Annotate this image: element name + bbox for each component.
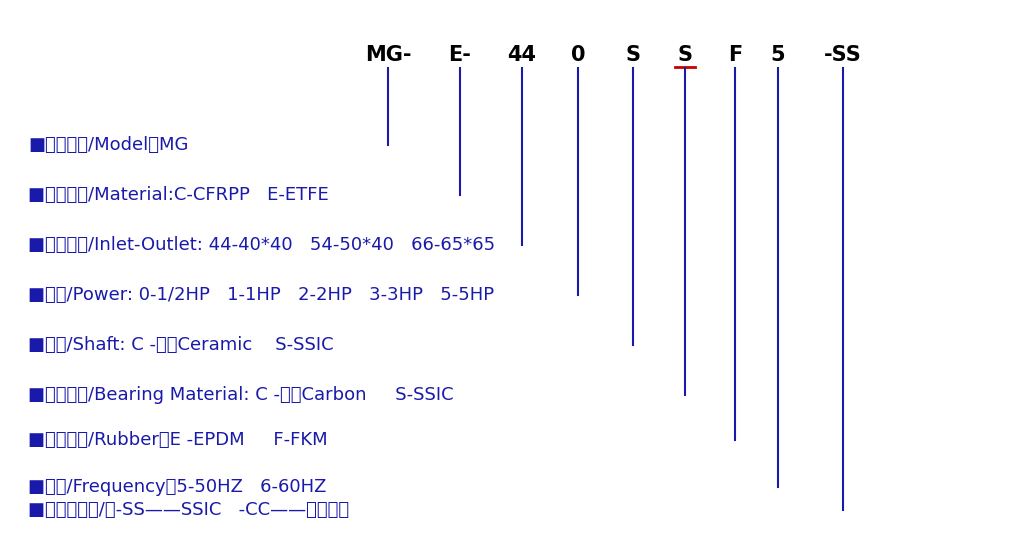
Text: ■频率/Frequency：5-50HZ   6-60HZ: ■频率/Frequency：5-50HZ 6-60HZ [28,478,326,496]
Text: ■功率/Power: 0-1/2HP   1-1HP   2-2HP   3-3HP   5-5HP: ■功率/Power: 0-1/2HP 1-1HP 2-2HP 3-3HP 5-5… [28,286,494,304]
Text: ■泵体材质/Material:C-CFRPP   E-ETFE: ■泵体材质/Material:C-CFRPP E-ETFE [28,186,328,204]
Text: 5: 5 [771,45,786,65]
Text: ■轴承材质/Bearing Material: C -碳素Carbon     S-SSIC: ■轴承材质/Bearing Material: C -碳素Carbon S-SS… [28,386,453,404]
Text: F: F [728,45,742,65]
Text: ■机型编号/Model：MG: ■机型编号/Model：MG [28,136,189,154]
Text: -SS: -SS [824,45,862,65]
Text: MG-: MG- [365,45,411,65]
Text: S: S [625,45,640,65]
Text: 44: 44 [507,45,536,65]
Text: 0: 0 [571,45,585,65]
Text: E-: E- [448,45,472,65]
Text: ■止推环材质/：-SS——SSIC   -CC——陶瓷材质: ■止推环材质/：-SS——SSIC -CC——陶瓷材质 [28,501,349,519]
Text: ■橡胶材质/Rubber：E -EPDM     F-FKM: ■橡胶材质/Rubber：E -EPDM F-FKM [28,431,327,449]
Text: ■入出口径/Inlet-Outlet: 44-40*40   54-50*40   66-65*65: ■入出口径/Inlet-Outlet: 44-40*40 54-50*40 66… [28,236,495,254]
Text: S: S [678,45,693,65]
Text: ■轴心/Shaft: C -陶瓷Ceramic    S-SSIC: ■轴心/Shaft: C -陶瓷Ceramic S-SSIC [28,336,333,354]
